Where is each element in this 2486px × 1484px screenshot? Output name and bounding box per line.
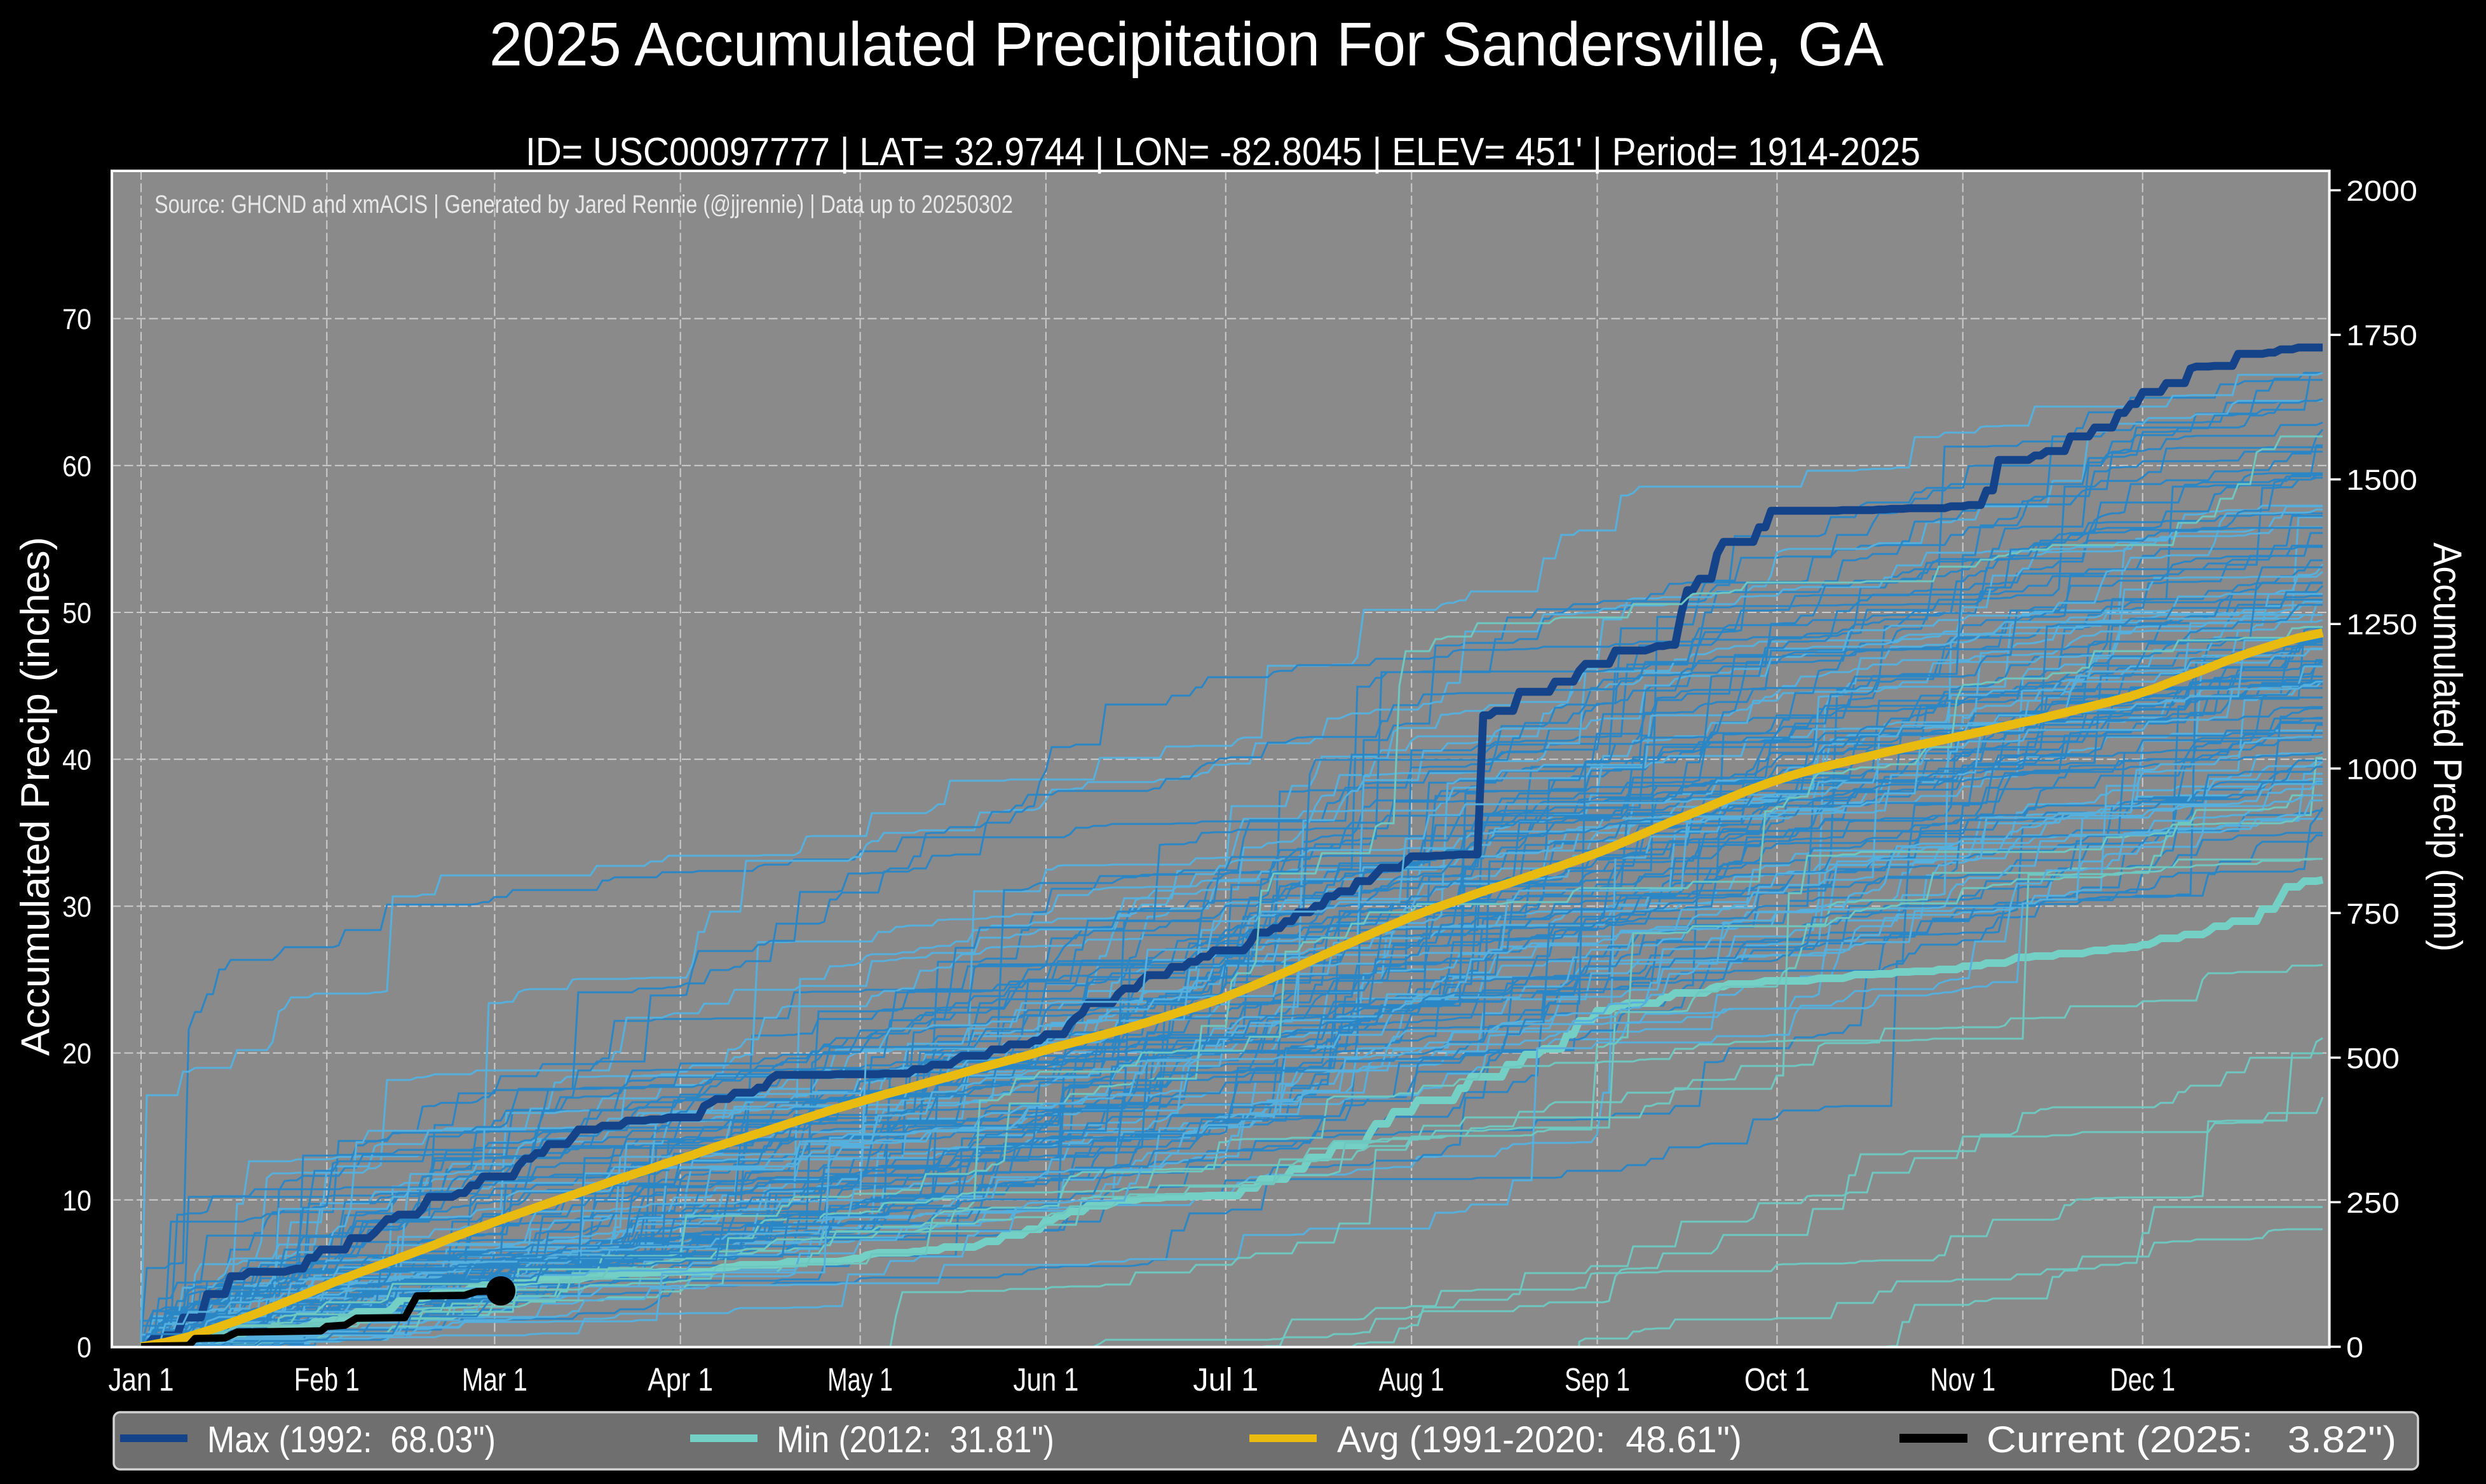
svg-text:Feb 1: Feb 1 <box>294 1361 360 1398</box>
svg-text:1750: 1750 <box>2346 320 2417 352</box>
svg-text:50: 50 <box>62 597 92 630</box>
svg-text:60: 60 <box>62 450 92 482</box>
svg-text:Avg (1991-2020: 48.61"): Avg (1991-2020: 48.61") <box>1337 1419 1742 1460</box>
svg-text:Max (1992: 68.03"): Max (1992: 68.03") <box>207 1419 496 1460</box>
svg-text:Jan 1: Jan 1 <box>109 1361 174 1398</box>
svg-text:1000: 1000 <box>2346 753 2417 785</box>
svg-text:1500: 1500 <box>2346 464 2417 496</box>
svg-text:Sep 1: Sep 1 <box>1565 1361 1630 1398</box>
svg-text:ID= USC00097777 | LAT= 32.9744: ID= USC00097777 | LAT= 32.9744 | LON= -8… <box>526 130 1920 174</box>
svg-text:30: 30 <box>62 891 92 923</box>
svg-text:Jul 1: Jul 1 <box>1193 1361 1258 1398</box>
svg-text:0: 0 <box>77 1332 92 1364</box>
svg-text:2000: 2000 <box>2346 175 2417 207</box>
svg-text:May 1: May 1 <box>827 1361 893 1398</box>
svg-text:Dec 1: Dec 1 <box>2110 1361 2175 1398</box>
svg-text:Aug 1: Aug 1 <box>1379 1361 1444 1398</box>
svg-text:70: 70 <box>62 303 92 335</box>
svg-text:Min (2012: 31.81"): Min (2012: 31.81") <box>777 1419 1054 1460</box>
svg-text:Nov 1: Nov 1 <box>1930 1361 1995 1398</box>
svg-text:Accumulated Precip (mm): Accumulated Precip (mm) <box>2425 543 2469 952</box>
svg-text:20: 20 <box>62 1037 92 1070</box>
svg-text:1250: 1250 <box>2346 609 2417 641</box>
svg-text:250: 250 <box>2346 1187 2400 1219</box>
svg-text:500: 500 <box>2346 1042 2400 1074</box>
svg-text:Source: GHCND and xmACIS | Gen: Source: GHCND and xmACIS | Generated by … <box>154 191 1013 219</box>
svg-text:10: 10 <box>62 1184 92 1217</box>
svg-text:Mar 1: Mar 1 <box>462 1361 527 1398</box>
svg-text:Accumulated Precip (inches): Accumulated Precip (inches) <box>13 537 58 1056</box>
svg-text:0: 0 <box>2346 1332 2363 1364</box>
svg-text:Apr 1: Apr 1 <box>648 1361 713 1398</box>
svg-text:40: 40 <box>62 744 92 776</box>
svg-text:Oct 1: Oct 1 <box>1744 1361 1810 1398</box>
svg-text:Jun 1: Jun 1 <box>1013 1361 1078 1398</box>
svg-text:750: 750 <box>2346 898 2400 930</box>
svg-text:2025 Accumulated Precipitation: 2025 Accumulated Precipitation For Sande… <box>489 10 1884 79</box>
svg-text:Current (2025: 3.82"): Current (2025: 3.82") <box>1987 1419 2396 1460</box>
